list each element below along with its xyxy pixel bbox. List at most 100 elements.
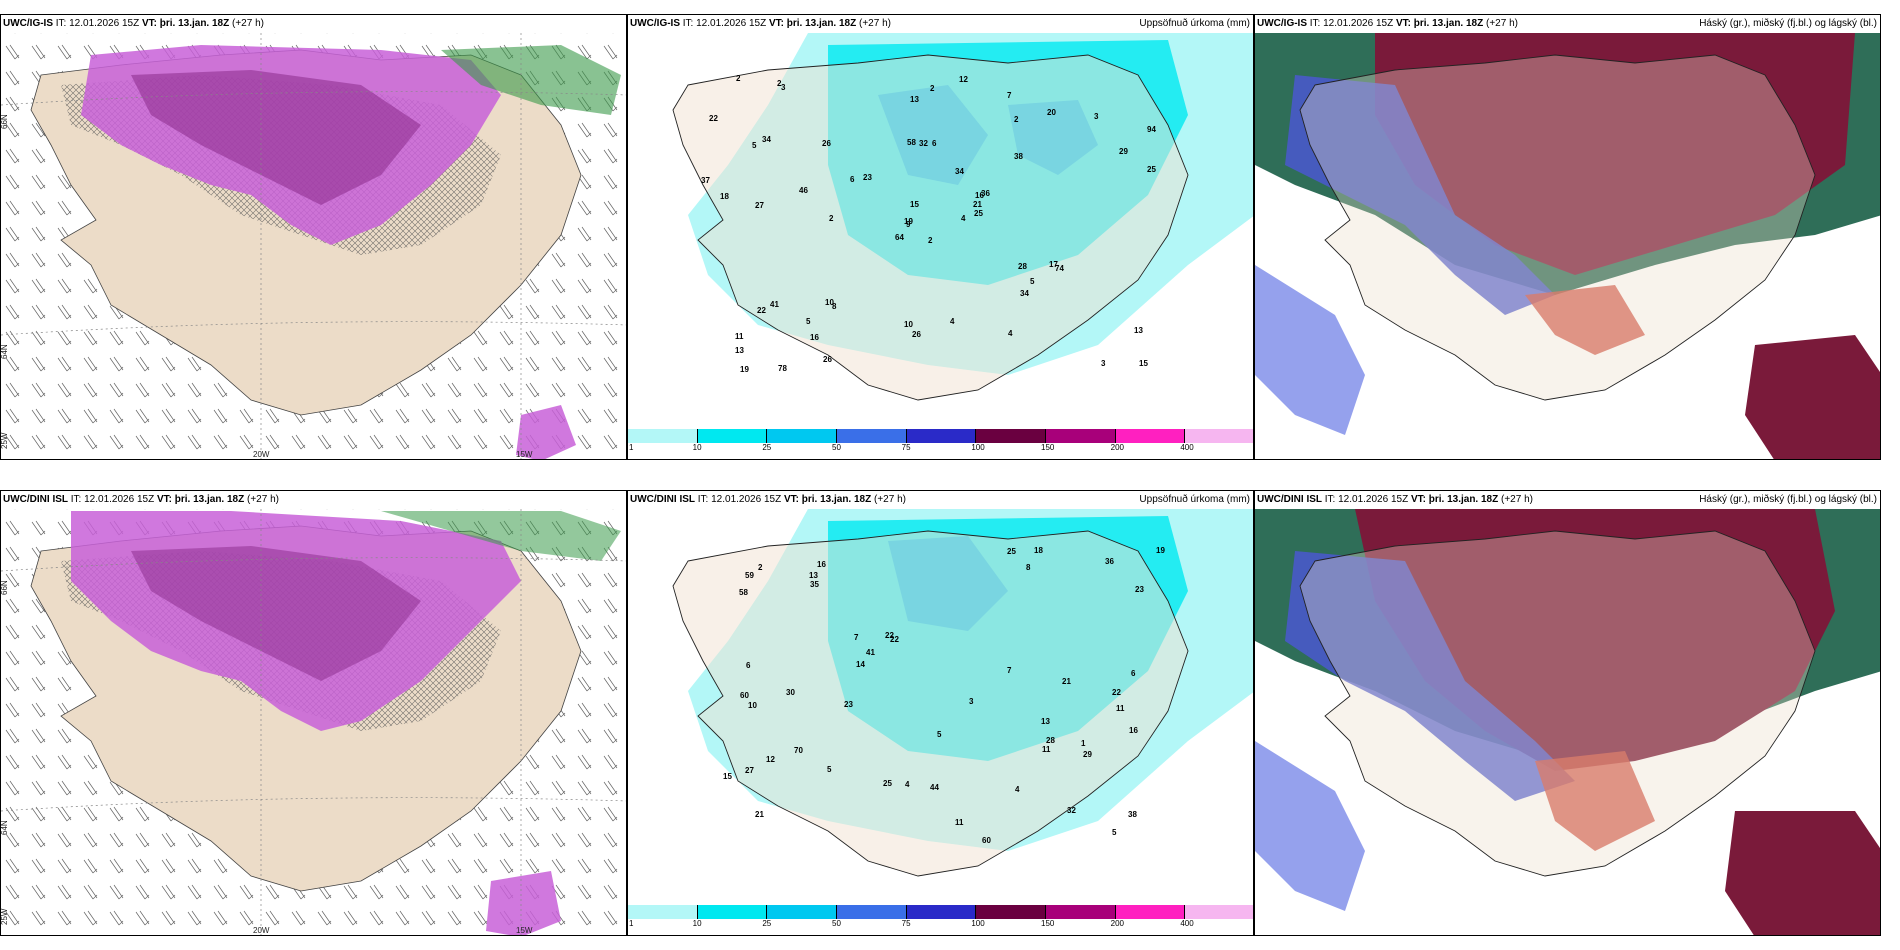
colorbar-swatch — [1185, 905, 1253, 919]
panel-header: UWC/IG-IS IT: 12.01.2026 15Z VT: þri. 13… — [1257, 18, 1877, 29]
precip-value-label: 6 — [850, 175, 855, 184]
colorbar-swatch — [1115, 429, 1186, 443]
precip-value-label: 16 — [1129, 726, 1138, 735]
precip-value-label: 12 — [766, 755, 775, 764]
precip-value-label: 5 — [827, 765, 832, 774]
panel-header: UWC/IG-IS IT: 12.01.2026 15Z VT: þri. 13… — [3, 18, 264, 29]
precip-value-label: 14 — [856, 660, 865, 669]
precip-value-label: 7 — [854, 633, 859, 642]
colorbar-tick: 75 — [901, 919, 911, 928]
colorbar-tick: 400 — [1180, 443, 1194, 452]
colorbar-tick: 400 — [1180, 919, 1194, 928]
precip-value-label: 59 — [745, 571, 754, 580]
precip-value-label: 13 — [809, 571, 818, 580]
panel-precip-top: UWC/IG-IS IT: 12.01.2026 15Z VT: þri. 13… — [627, 14, 1254, 460]
colorbar-swatch — [837, 905, 907, 919]
precip-value-label: 29 — [1083, 750, 1092, 759]
lat-label: 66N — [1, 580, 9, 595]
panel-clouds-top: UWC/IG-IS IT: 12.01.2026 15Z VT: þri. 13… — [1254, 14, 1881, 460]
precip-value-label: 2 — [928, 236, 933, 245]
precip-value-label: 3 — [969, 697, 974, 706]
precip-value-label: 36 — [1105, 557, 1114, 566]
precip-value-label: 11 — [1042, 745, 1051, 754]
colorbar-tick: 200 — [1110, 919, 1125, 928]
precip-value-label: 30 — [786, 688, 795, 697]
precip-colorbar: 1 10 25 50 75 100 150 200 400 — [628, 429, 1253, 452]
lon-label: 15W — [516, 926, 533, 935]
precip-value-label: 5 — [752, 141, 757, 150]
precip-value-label: 34 — [1020, 289, 1029, 298]
colorbar-swatch — [767, 905, 837, 919]
precip-value-label: 19 — [1156, 546, 1165, 555]
precip-value-label: 60 — [740, 691, 749, 700]
precip-value-label: 19 — [904, 217, 913, 226]
precip-value-label: 2 — [930, 84, 935, 93]
precip-value-label: 60 — [982, 836, 991, 845]
precip-value-label: 5 — [1112, 828, 1117, 837]
colorbar-tick: 100 — [971, 443, 985, 452]
colorbar-swatch — [906, 429, 977, 443]
precip-value-label: 5 — [806, 317, 811, 326]
precip-value-label: 16 — [975, 191, 984, 200]
precip-value-label: 28 — [1046, 736, 1055, 745]
panel-header: UWC/DINI ISL IT: 12.01.2026 15Z VT: þri.… — [3, 494, 279, 505]
lon-label: 20W — [253, 926, 270, 935]
precip-value-label: 8 — [832, 302, 837, 311]
precip-value-label: 28 — [1018, 262, 1027, 271]
lat-label: 66N — [1, 114, 9, 129]
precip-value-label: 22 — [885, 631, 894, 640]
precip-value-label: 21 — [973, 200, 982, 209]
precip-value-label: 3 — [1094, 112, 1099, 121]
precip-value-label: 36 — [981, 189, 990, 198]
precip-value-label: 4 — [905, 780, 910, 789]
precip-value-label: 5 — [1030, 277, 1035, 286]
colorbar-tick: 200 — [1110, 443, 1125, 452]
precip-value-label: 7 — [1007, 91, 1012, 100]
precip-value-label: 21 — [1062, 677, 1071, 686]
iceland-outline — [672, 54, 1189, 401]
precip-value-label: 29 — [1119, 147, 1128, 156]
lon-label: 25W — [1, 432, 9, 449]
precip-value-label: 70 — [794, 746, 803, 755]
precip-value-label: 46 — [799, 186, 808, 195]
colorbar-swatch — [697, 429, 768, 443]
colorbar-swatch — [1046, 905, 1116, 919]
precip-value-label: 35 — [810, 580, 819, 589]
precip-value-label: 34 — [762, 135, 771, 144]
precip-value-label: 18 — [1034, 546, 1043, 555]
precip-value-label: 8 — [1026, 563, 1031, 572]
precip-value-label: 27 — [755, 201, 764, 210]
precip-value-label: 34 — [955, 167, 964, 176]
colorbar-swatch — [1115, 905, 1186, 919]
precip-value-label: 26 — [912, 330, 921, 339]
precip-value-label: 20 — [1047, 108, 1056, 117]
colorbar-tick: 25 — [762, 919, 772, 928]
iceland-outline — [672, 530, 1189, 877]
lat-label: 64N — [1, 344, 9, 359]
precip-value-label: 13 — [1041, 717, 1050, 726]
precip-value-label: 25 — [883, 779, 892, 788]
precip-value-label: 11 — [1116, 704, 1125, 713]
precip-value-label: 6 — [746, 661, 751, 670]
precip-value-label: 58 — [907, 138, 916, 147]
precip-value-label: 23 — [844, 700, 853, 709]
precip-value-label: 4 — [950, 317, 955, 326]
precip-value-label: 32 — [919, 139, 928, 148]
precip-value-label: 3 — [781, 83, 786, 92]
precip-value-label: 22 — [890, 635, 899, 644]
precip-value-label: 4 — [1008, 329, 1013, 338]
colorbar-tick: 1 — [629, 443, 634, 452]
precip-value-label: 9 — [906, 220, 911, 229]
precip-map: 1311211622322787605860593825653227019361… — [628, 509, 1253, 919]
precip-value-label: 11 — [955, 818, 964, 827]
colorbar-tick: 100 — [971, 919, 985, 928]
precip-value-label: 19 — [740, 365, 749, 374]
precip-value-label: 5 — [937, 730, 942, 739]
precip-value-label: 2 — [777, 79, 782, 88]
colorbar-tick: 1 — [629, 919, 634, 928]
precip-value-label: 38 — [1014, 152, 1023, 161]
precip-value-label: 44 — [930, 783, 939, 792]
precip-value-label: 25 — [974, 209, 983, 218]
precip-value-label: 38 — [1128, 810, 1137, 819]
snow-map: 66N 64N 25W 20W 15W — [1, 33, 626, 459]
